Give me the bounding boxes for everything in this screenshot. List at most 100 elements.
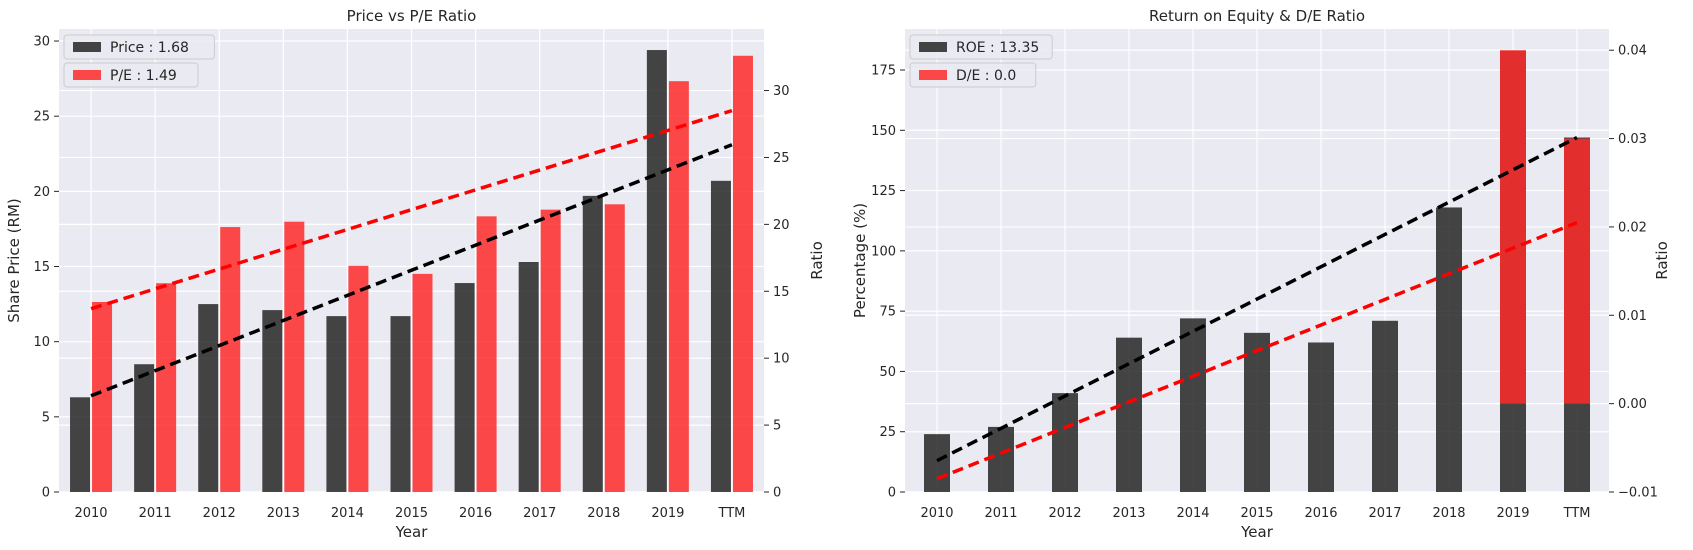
bar-primary xyxy=(326,316,347,492)
chart-panel-1: 2010 2011 2012 2013 2014 2015 2016 2017 2018 2019… xyxy=(5,7,826,541)
x-tick-label: 2014 xyxy=(1176,506,1209,521)
bar-primary xyxy=(646,50,667,492)
x-tick-label: 2019 xyxy=(1496,506,1529,521)
y-right-tick-label: 15 xyxy=(773,285,790,300)
y-tick-label: 50 xyxy=(879,365,896,380)
bar-secondary xyxy=(604,204,625,493)
legend-2: P/E : 1.49 xyxy=(63,62,199,88)
bar-secondary xyxy=(412,273,433,492)
bar-secondary xyxy=(156,283,177,492)
bar-secondary xyxy=(348,265,369,492)
legend-label: ROE : 13.35 xyxy=(956,40,1039,56)
bar-primary xyxy=(390,316,411,492)
x-tick-label: 2011 xyxy=(984,506,1017,521)
bar-primary xyxy=(582,195,603,492)
legend-box xyxy=(909,34,1053,60)
legend-label: P/E : 1.49 xyxy=(110,68,177,84)
y-right-tick-label: 25 xyxy=(773,151,790,166)
x-tick-label: 2011 xyxy=(139,506,172,521)
x-axis-label: Year xyxy=(395,523,429,541)
y-right-tick-label: −0.01 xyxy=(1618,486,1658,501)
bar-secondary xyxy=(732,55,753,493)
y-right-axis-label: Ratio xyxy=(808,241,826,280)
legend-label: D/E : 0.0 xyxy=(956,68,1016,84)
x-tick-label: 2018 xyxy=(587,506,620,521)
x-tick-label: 2014 xyxy=(331,506,364,521)
y-right-tick-label: 0.01 xyxy=(1618,309,1647,324)
x-tick-label: TTM xyxy=(718,506,746,521)
bar-secondary xyxy=(1500,50,1526,404)
legend-box xyxy=(63,34,215,60)
y-tick-label: 125 xyxy=(871,184,896,199)
bar-primary xyxy=(70,397,91,492)
bar-primary xyxy=(454,283,475,492)
legend-swatch xyxy=(919,70,947,80)
bar-primary xyxy=(1372,320,1398,492)
x-tick-label: 2012 xyxy=(1048,506,1081,521)
x-tick-label: 2010 xyxy=(920,506,953,521)
y-tick-label: 30 xyxy=(33,35,50,50)
bar-primary xyxy=(1436,207,1462,492)
chart-title: Price vs P/E Ratio xyxy=(347,7,477,25)
x-tick-label: 2010 xyxy=(74,506,107,521)
legend-1: Price : 1.68 xyxy=(63,34,215,60)
y-right-tick-label: 20 xyxy=(773,218,790,233)
y-right-tick-label: 10 xyxy=(773,352,790,367)
x-tick-label: 2017 xyxy=(523,506,556,521)
x-tick-label: 2017 xyxy=(1368,506,1401,521)
bar-primary xyxy=(134,364,155,492)
legend-swatch xyxy=(919,42,947,52)
y-tick-label: 0 xyxy=(888,486,896,501)
legend-box xyxy=(63,62,199,88)
y-right-tick-label: 30 xyxy=(773,84,790,99)
bar-primary xyxy=(198,304,219,492)
x-tick-label: TTM xyxy=(1563,506,1591,521)
y-tick-label: 75 xyxy=(879,305,896,320)
y-tick-label: 0 xyxy=(42,486,50,501)
bar-primary xyxy=(1308,342,1334,492)
bar-primary xyxy=(710,180,731,492)
y-tick-label: 150 xyxy=(871,124,896,139)
y-right-tick-label: 0.00 xyxy=(1618,397,1647,412)
x-tick-label: 2015 xyxy=(395,506,428,521)
chart-panel-2: 2010 2011 2012 2013 2014 2015 2016 2017 2018 2019… xyxy=(851,7,1671,541)
y-tick-label: 25 xyxy=(879,425,896,440)
y-right-tick-label: 0.04 xyxy=(1618,44,1647,59)
y-tick-label: 175 xyxy=(871,63,896,78)
bar-primary xyxy=(924,434,950,492)
bar-secondary xyxy=(92,301,113,492)
trendline xyxy=(936,135,1578,463)
x-tick-label: 2016 xyxy=(1304,506,1337,521)
bar-secondary xyxy=(476,216,497,492)
bar-primary xyxy=(988,426,1014,492)
trendline xyxy=(90,108,733,311)
x-tick-label: 2018 xyxy=(1432,506,1465,521)
bar-secondary xyxy=(668,81,689,492)
x-tick-label: 2015 xyxy=(1240,506,1273,521)
bar-primary xyxy=(1244,332,1270,492)
x-axis-label: Year xyxy=(1240,523,1274,541)
legend-box xyxy=(909,62,1037,88)
y-right-tick-label: 5 xyxy=(773,419,781,434)
x-tick-label: 2013 xyxy=(267,506,300,521)
bar-secondary xyxy=(284,221,305,492)
bar-secondary xyxy=(220,227,241,492)
y-right-tick-label: 0 xyxy=(773,486,781,501)
bar-primary xyxy=(1052,393,1078,492)
y-tick-label: 5 xyxy=(42,410,50,425)
y-tick-label: 10 xyxy=(33,335,50,350)
bar-secondary xyxy=(1564,138,1590,404)
bar-primary xyxy=(1180,318,1206,492)
legend-label: Price : 1.68 xyxy=(110,40,189,56)
x-tick-label: 2019 xyxy=(651,506,684,521)
y-tick-label: 100 xyxy=(871,244,896,259)
chart-title: Return on Equity & D/E Ratio xyxy=(1149,7,1365,25)
bar-primary xyxy=(262,310,283,492)
y-tick-label: 25 xyxy=(33,110,50,125)
bar-primary xyxy=(518,262,539,492)
y-right-axis-label: Ratio xyxy=(1653,241,1671,280)
x-tick-label: 2016 xyxy=(459,506,492,521)
y-right-tick-label: 0.03 xyxy=(1618,132,1647,147)
y-axis-label: Share Price (RM) xyxy=(5,198,23,322)
